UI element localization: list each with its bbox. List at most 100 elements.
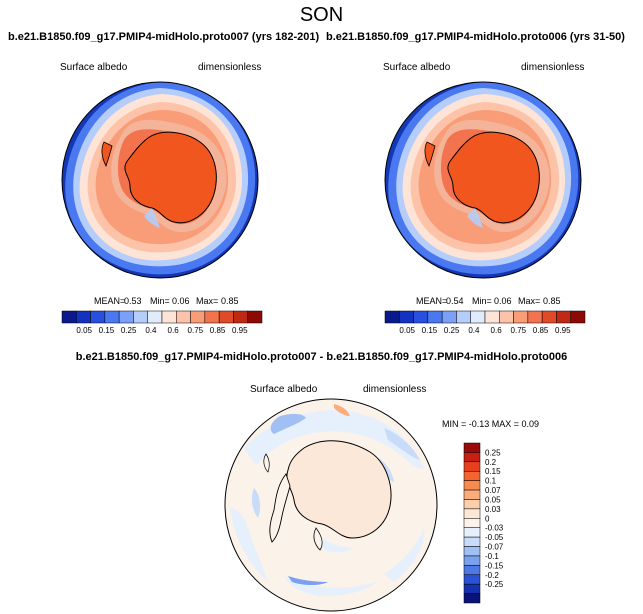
panel-2-colorbar-swatch (470, 310, 486, 324)
diff-colorbar-swatch (463, 442, 481, 453)
panel-2-map (384, 81, 582, 279)
panel-1-colorbar-tick-label: 0.85 (210, 326, 226, 335)
diff-colorbar-swatch (463, 452, 481, 463)
diff-panel-map (224, 398, 438, 612)
panel-1-variable-label: Surface albedo (60, 62, 128, 73)
panel-2-colorbar-tick-label: 0.75 (511, 326, 527, 335)
panel-1-colorbar-swatch (104, 310, 120, 324)
panel-1-title: b.e21.B1850.f09_g17.PMIP4-midHolo.proto0… (8, 31, 320, 43)
panel-1-max-label: Max= (196, 296, 219, 306)
diff-panel-units-label: dimensionless (363, 384, 427, 395)
diff-colorbar-tick-label: 0.1 (485, 477, 497, 486)
panel-2-colorbar-tick-label: 0.05 (399, 326, 415, 335)
panel-1-colorbar-swatch (147, 310, 163, 324)
panel-1-colorbar-tick-label: 0.6 (168, 326, 180, 335)
panel-1-colorbar: 0.05 0.15 0.25 0.4 0.6 0.75 0.85 0.95 (61, 310, 263, 335)
diff-colorbar-tick-label: 0.25 (485, 448, 501, 457)
diff-colorbar-swatch (463, 536, 481, 547)
diff-panel-title: b.e21.B1850.f09_g17.PMIP4-midHolo.proto0… (75, 351, 568, 363)
panel-2-colorbar-swatch (427, 310, 443, 324)
panel-2-colorbar-swatch (513, 310, 529, 324)
diff-panel-min-max: MIN = -0.13 MAX = 0.09 (442, 419, 540, 429)
panel-1-colorbar-swatch (190, 310, 206, 324)
diff-colorbar-swatch (463, 565, 481, 576)
diff-colorbar-swatch (463, 480, 481, 491)
panel-1-colorbar-tick-label: 0.25 (121, 326, 137, 335)
panel-2-colorbar-tick-label: 0.6 (491, 326, 503, 335)
panel-1-colorbar-tick-label: 0.15 (99, 326, 115, 335)
panel-1-colorbar-tick-label: 0.4 (145, 326, 157, 335)
diff-colorbar-tick-label: 0.15 (485, 467, 501, 476)
panel-1-mean-value: 0.53 (124, 296, 142, 306)
panel-1-map (61, 81, 259, 279)
panel-2-colorbar-tick-label: 0.85 (533, 326, 549, 335)
diff-colorbar-swatch (463, 499, 481, 510)
panel-2-title: b.e21.B1850.f09_g17.PMIP4-midHolo.proto0… (326, 31, 625, 43)
diff-colorbar-swatch (463, 470, 481, 481)
diff-colorbar-swatch (463, 527, 481, 538)
panel-1-colorbar-swatch (204, 310, 220, 324)
panel-1-colorbar-swatch (218, 310, 234, 324)
panel-2-min-label: Min= (472, 296, 492, 306)
panel-1-colorbar-swatch (133, 310, 148, 324)
diff-colorbar-tick-label: 0 (485, 514, 490, 523)
panel-2-colorbar-swatch (570, 310, 586, 324)
panel-1-min-label: Min= (150, 296, 170, 306)
panel-1-colorbar-tick-label: 0.75 (188, 326, 204, 335)
panel-1-max-value: 0.85 (221, 296, 239, 306)
panel-2-colorbar-swatch (441, 310, 457, 324)
panel-2-colorbar: 0.05 0.15 0.25 0.4 0.6 0.75 0.85 0.95 (384, 310, 586, 335)
diff-colorbar-tick-label: -0.2 (485, 571, 499, 580)
panel-2-units-label: dimensionless (521, 62, 585, 73)
panel-1-colorbar-swatch (118, 310, 134, 324)
panel-1-units-label: dimensionless (198, 62, 262, 73)
panel-2-colorbar-swatch (541, 310, 557, 324)
diff-colorbar-swatch (463, 546, 481, 557)
panel-2-colorbar-swatch (484, 310, 500, 324)
diff-colorbar-tick-label: -0.25 (485, 580, 504, 589)
panel-2-variable-label: Surface albedo (383, 62, 451, 73)
panel-2-colorbar-tick-label: 0.95 (555, 326, 571, 335)
diff-colorbar-swatch (463, 489, 481, 500)
diff-panel-variable-label: Surface albedo (250, 384, 318, 395)
panel-2-colorbar-tick-label: 0.25 (444, 326, 460, 335)
panel-1-colorbar-tick-label: 0.05 (76, 326, 92, 335)
panel-2-colorbar-swatch (456, 310, 471, 324)
panel-2-max-label: Max= (518, 296, 541, 306)
diff-colorbar-swatch (463, 555, 481, 566)
panel-1-min-value: 0.06 (172, 296, 190, 306)
diff-colorbar-swatch (463, 574, 481, 585)
panel-1-colorbar-swatch (76, 310, 91, 324)
panel-2-mean-value: 0.54 (446, 296, 464, 306)
diff-colorbar-tick-label: -0.03 (485, 524, 504, 533)
panel-1-colorbar-swatch (176, 310, 191, 324)
panel-2-min-value: 0.06 (494, 296, 512, 306)
panel-2-colorbar-swatch (499, 310, 514, 324)
season-title: SON (299, 4, 344, 26)
panel-1-colorbar-swatch (247, 310, 263, 324)
panel-2-colorbar-tick-label: 0.15 (422, 326, 438, 335)
panel-2-colorbar-swatch (556, 310, 571, 324)
panel-1-colorbar-tick-label: 0.95 (232, 326, 248, 335)
panel-2-colorbar-swatch (413, 310, 429, 324)
diff-colorbar-swatch (463, 593, 481, 604)
panel-1-colorbar-swatch (233, 310, 248, 324)
panel-2-colorbar-swatch (384, 310, 400, 324)
panel-2-colorbar-tick-label: 0.4 (468, 326, 480, 335)
diff-colorbar-swatch (463, 508, 481, 519)
diff-colorbar: 0.250.20.150.10.070.050.030-0.03-0.05-0.… (463, 442, 504, 604)
panel-1-colorbar-swatch (90, 310, 106, 324)
panel-2-mean-label: MEAN= (416, 296, 448, 306)
diff-colorbar-tick-label: 0.2 (485, 458, 497, 467)
panel-2-colorbar-swatch (399, 310, 414, 324)
diff-colorbar-tick-label: -0.15 (485, 561, 504, 570)
diff-colorbar-swatch (463, 518, 481, 528)
diff-colorbar-swatch (463, 583, 481, 594)
diff-colorbar-tick-label: 0.07 (485, 486, 501, 495)
panel-2-colorbar-swatch (527, 310, 543, 324)
diff-colorbar-tick-label: 0.05 (485, 495, 501, 504)
panel-1-colorbar-swatch (61, 310, 77, 324)
diff-colorbar-tick-label: 0.03 (485, 505, 501, 514)
panel-1-colorbar-swatch (161, 310, 177, 324)
panel-1-mean-label: MEAN= (94, 296, 126, 306)
